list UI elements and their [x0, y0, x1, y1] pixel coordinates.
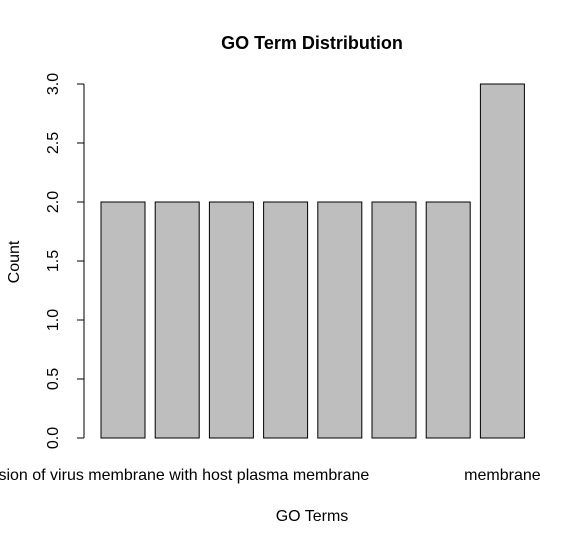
category-label: fusion of virus membrane with host plasm…: [0, 467, 369, 484]
bar: [317, 201, 363, 439]
y-axis: 0.0 0.5 1.0 1.5 2.0 2.5 3.0: [45, 73, 85, 449]
bar: [263, 201, 309, 439]
y-axis-label: Count: [6, 240, 23, 283]
bar: [100, 201, 146, 439]
bar: [208, 201, 254, 439]
y-tick-label: 1.5: [45, 250, 62, 272]
chart-title: GO Term Distribution: [221, 33, 403, 53]
y-tick-label: 2.5: [45, 132, 62, 154]
bar: [154, 201, 200, 439]
y-tick-label: 1.0: [45, 309, 62, 331]
bar: [479, 83, 525, 439]
y-tick-label: 2.0: [45, 191, 62, 213]
category-labels: fusion of virus membrane with host plasm…: [0, 467, 541, 484]
bars: [100, 83, 525, 439]
y-tick-label: 0.5: [45, 368, 62, 390]
y-tick-label: 3.0: [45, 73, 62, 95]
x-axis-label: GO Terms: [276, 508, 349, 525]
bar: [371, 201, 417, 439]
bar: [425, 201, 471, 439]
y-tick-label: 0.0: [45, 427, 62, 449]
category-label: membrane: [464, 467, 541, 484]
